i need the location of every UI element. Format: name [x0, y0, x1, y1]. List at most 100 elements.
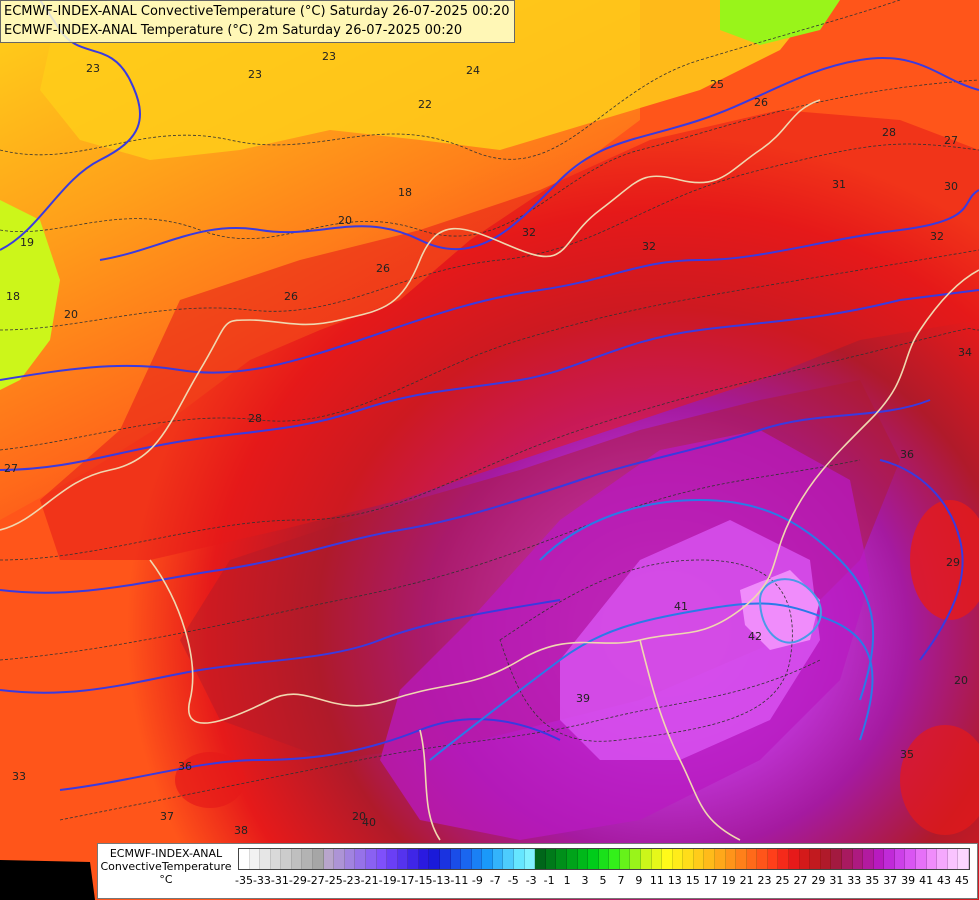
legend-tick-label: 3	[581, 874, 589, 887]
legend-swatch	[376, 849, 388, 869]
field-magenta-core	[560, 520, 820, 760]
legend-swatch	[249, 849, 261, 869]
legend-swatch	[672, 849, 684, 869]
contour-label: 32	[522, 226, 536, 239]
legend-swatch	[344, 849, 356, 869]
legend-swatch	[323, 849, 335, 869]
contour-label: 25	[710, 78, 724, 91]
contour-label: 41	[674, 600, 688, 613]
legend-tick-label: 19	[721, 874, 736, 887]
legend-swatch	[302, 849, 314, 869]
contour-label: 23	[248, 68, 262, 81]
legend-swatch	[662, 849, 673, 869]
legend-swatch	[281, 849, 292, 869]
legend-swatch	[958, 849, 969, 869]
legend-swatch	[556, 849, 567, 869]
legend-tick-label: 29	[811, 874, 826, 887]
legend-tick-label: -9	[471, 874, 483, 887]
contour-label: 30	[944, 180, 958, 193]
contour-label: 19	[20, 236, 34, 249]
field-southeast-red-spot	[900, 725, 979, 835]
contour-label: 26	[376, 262, 390, 275]
legend-tick-label: -23	[342, 874, 361, 887]
legend-swatch	[429, 849, 440, 869]
legend-swatch	[408, 849, 419, 869]
legend-title-model: ECMWF-INDEX-ANAL	[109, 847, 223, 860]
legend-tick-label: 15	[685, 874, 700, 887]
legend-tick-label: 45	[955, 874, 969, 887]
contour-label: 35	[900, 748, 914, 761]
legend-swatch	[693, 849, 705, 869]
contour-label: 23	[86, 62, 100, 75]
field-red-band	[40, 110, 979, 560]
legend-swatch	[841, 849, 853, 869]
legend-tick-label: -7	[489, 874, 501, 887]
contour-labels: 23 23 23 22 24 18 18 19 20 20 26 26 25 2…	[4, 50, 972, 837]
legend-tick-label: 27	[793, 874, 808, 887]
contour-label: 20	[64, 308, 78, 321]
contour-label: 33	[12, 770, 26, 783]
legend-swatch	[863, 849, 874, 869]
legend-swatch	[831, 849, 842, 869]
contour-label: 23	[322, 50, 336, 63]
legend-swatch	[418, 849, 430, 869]
legend-swatch	[704, 849, 716, 869]
legend-tick-label: 39	[901, 874, 916, 887]
legend-swatch	[715, 849, 726, 869]
legend-swatch	[725, 849, 737, 869]
legend-tick-label: -3	[525, 874, 537, 887]
legend-tick-label: -29	[288, 874, 307, 887]
contour-label: 40	[362, 816, 376, 829]
legend-swatch	[461, 849, 472, 869]
contour-label: 20	[338, 214, 352, 227]
legend-swatch	[873, 849, 885, 869]
legend-tick-label: 21	[739, 874, 754, 887]
legend-swatch	[630, 849, 641, 869]
legend-tick-label: -15	[414, 874, 433, 887]
legend-swatch	[820, 849, 832, 869]
legend-tick-label: 25	[775, 874, 790, 887]
legend-swatch	[609, 849, 620, 869]
legend-tick-label: 7	[617, 874, 625, 887]
legend-swatch	[619, 849, 631, 869]
contour-label: 20	[954, 674, 968, 687]
legend-swatch	[270, 849, 282, 869]
legend-swatch	[334, 849, 345, 869]
contour-label: 39	[576, 692, 590, 705]
contour-label: 22	[418, 98, 432, 111]
legend-tick-label: -21	[360, 874, 379, 887]
contour-label: 37	[160, 810, 174, 823]
map-title-box: ECMWF-INDEX-ANAL ConvectiveTemperature (…	[0, 0, 515, 43]
legend-swatch	[566, 849, 578, 869]
contour-label: 32	[930, 230, 944, 243]
legend-swatch	[260, 849, 271, 869]
legend-tick-label: 11	[649, 874, 664, 887]
map-title-convective: ECMWF-INDEX-ANAL ConvectiveTemperature (…	[4, 4, 510, 19]
legend-swatch	[439, 849, 451, 869]
legend-swatch	[524, 849, 536, 869]
field-east-red-spot	[910, 500, 979, 620]
contour-label: 29	[946, 556, 960, 569]
legend-swatch	[810, 849, 821, 869]
legend-swatch	[535, 849, 546, 869]
legend-swatch	[767, 849, 779, 869]
legend-swatch	[503, 849, 515, 869]
legend-swatch	[905, 849, 916, 869]
legend-swatch	[397, 849, 409, 869]
legend-swatch	[947, 849, 959, 869]
legend-title-variable: ConvectiveTemperature	[100, 860, 232, 873]
legend-swatch	[387, 849, 398, 869]
legend-swatch	[640, 849, 652, 869]
legend-unit: °C	[159, 873, 173, 886]
legend-tick-label: 9	[635, 874, 643, 887]
contour-label: 27	[4, 462, 18, 475]
legend-swatch	[471, 849, 483, 869]
no-data-area	[0, 860, 95, 900]
contour-label: 24	[466, 64, 480, 77]
legend-swatch	[894, 849, 906, 869]
legend-swatch	[239, 849, 250, 869]
legend-swatch	[757, 849, 768, 869]
field-lime-west	[0, 200, 60, 390]
legend-tick-label: -1	[543, 874, 555, 887]
